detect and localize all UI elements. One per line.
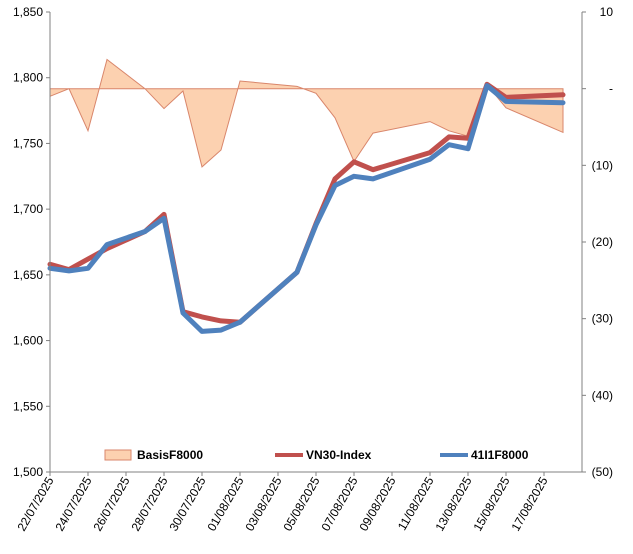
legend-label-fut: 41I1F8000 <box>471 448 529 462</box>
x-tick-label: 11/08/2025 <box>395 474 437 533</box>
y-right-tick-label: (20) <box>592 235 613 249</box>
x-tick-label: 15/08/2025 <box>470 474 512 533</box>
line-layer <box>50 84 563 331</box>
x-tick-label: 30/07/2025 <box>166 474 208 533</box>
legend: BasisF8000 VN30-Index 41I1F8000 <box>105 448 529 462</box>
basis-area <box>50 60 563 167</box>
vn30-line <box>50 84 563 322</box>
y-right-tick-label: (40) <box>592 388 613 402</box>
x-tick-label: 17/08/2025 <box>508 474 550 533</box>
y-right-tick-label: 10 <box>600 5 614 19</box>
y-left-tick-label: 1,650 <box>13 268 43 282</box>
y-right-tick-label: (30) <box>592 312 613 326</box>
x-tick-label: 05/08/2025 <box>280 474 322 533</box>
basis-area-layer <box>50 60 563 167</box>
y-right-tick-label: - <box>609 82 613 96</box>
y-left-tick-label: 1,800 <box>13 71 43 85</box>
y-left-tick-label: 1,600 <box>13 334 43 348</box>
x-tick-label: 13/08/2025 <box>432 474 474 533</box>
x-tick-label: 28/07/2025 <box>128 474 170 533</box>
x-tick-label: 01/08/2025 <box>204 474 246 533</box>
x-tick-label: 07/08/2025 <box>318 474 360 533</box>
y-right-tick-label: (50) <box>592 465 613 479</box>
y-left-tick-label: 1,750 <box>13 136 43 150</box>
legend-label-basis: BasisF8000 <box>137 448 203 462</box>
y-left-tick-label: 1,500 <box>13 465 43 479</box>
x-tick-label: 24/07/2025 <box>52 474 94 533</box>
y-left-tick-label: 1,700 <box>13 202 43 216</box>
y-left-tick-label: 1,550 <box>13 399 43 413</box>
x-tick-label: 09/08/2025 <box>356 474 398 533</box>
x-tick-label: 03/08/2025 <box>242 474 284 533</box>
y-right-tick-label: (10) <box>592 158 613 172</box>
x-tick-label: 22/07/2025 <box>14 474 56 533</box>
legend-label-vn30: VN30-Index <box>306 448 372 462</box>
legend-swatch-basis <box>105 450 131 460</box>
fut-line <box>50 86 563 332</box>
y-left-tick-label: 1,850 <box>13 5 43 19</box>
x-tick-label: 26/07/2025 <box>90 474 132 533</box>
